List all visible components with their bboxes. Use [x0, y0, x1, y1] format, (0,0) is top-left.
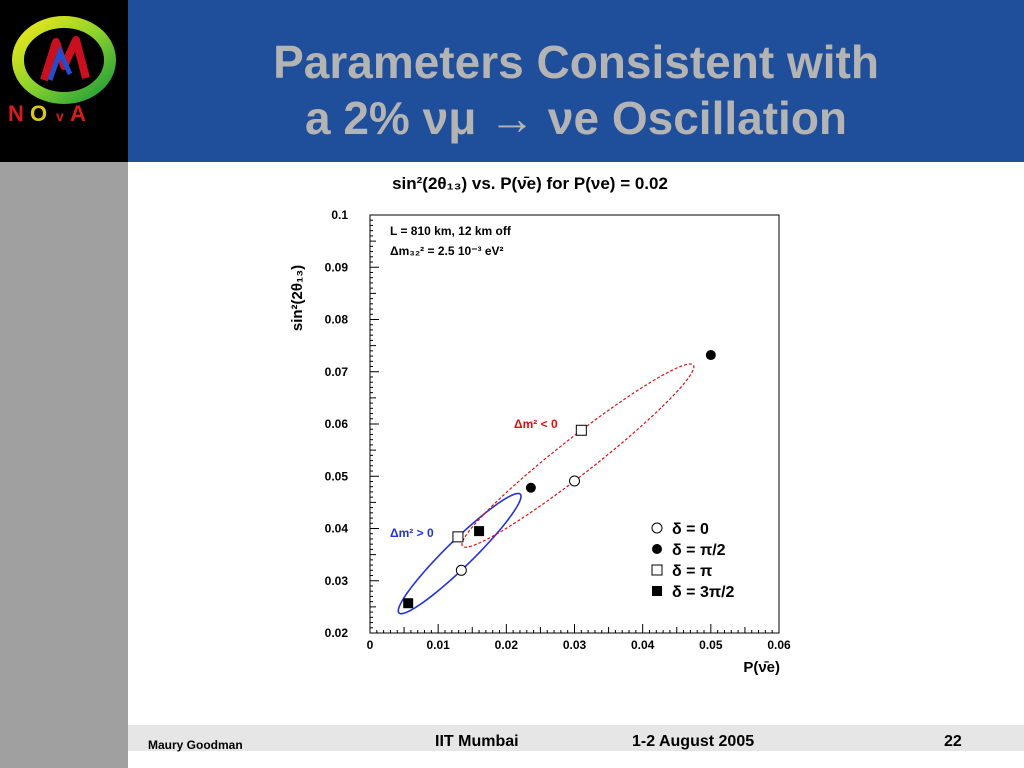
y-axis-label: sin²(2θ₁₃)	[289, 265, 306, 331]
data-point-open-circle	[569, 475, 580, 487]
nova-logo: N O v A	[0, 0, 128, 162]
y-tick-label: 0.1	[331, 208, 348, 222]
y-tick-label: 0.06	[325, 417, 349, 431]
title-line-2: a 2% νμ → νe Oscillation	[304, 92, 848, 144]
data-markers	[403, 350, 716, 609]
x-axis-label: P(ν̄e)	[743, 659, 780, 676]
svg-text:v: v	[56, 108, 64, 124]
footer-page-number: 22	[944, 733, 962, 750]
y-tick-label: 0.09	[325, 260, 349, 274]
footer-author: Maury Goodman	[148, 738, 243, 752]
x-tick-label: 0	[367, 638, 374, 652]
data-point-filled-circle	[525, 482, 536, 493]
legend-label: δ = 0	[672, 521, 709, 538]
x-tick-label: 0.06	[767, 638, 791, 652]
y-tick-label: 0.07	[325, 365, 349, 379]
data-point-filled-square	[474, 526, 485, 537]
series-curve	[461, 363, 695, 548]
legend-label: δ = π/2	[672, 542, 726, 559]
legend-marker-open-square	[651, 564, 663, 576]
data-point-open-square	[452, 531, 464, 543]
legend-marker-open-circle	[651, 522, 663, 534]
legend: δ = 0 δ = π/2 δ = π δ = 3π/2	[651, 521, 735, 601]
dm32-annotation: Δm₃₂² = 2.5 10⁻³ eV²	[390, 244, 504, 258]
y-axis: 0.02 0.03 0.04 0.05 0.06 0.07 0.08 0.09 0.1	[325, 208, 379, 640]
y-tick-label: 0.04	[325, 522, 349, 536]
negative-hierarchy-label: Δm² < 0	[514, 417, 558, 431]
slide-title: Parameters Consistent with a 2% νμ → νe …	[128, 34, 1024, 146]
legend-marker-filled-square	[652, 586, 662, 596]
y-tick-label: 0.08	[325, 313, 349, 327]
legend-marker-filled-circle	[652, 544, 662, 554]
x-tick-label: 0.05	[699, 638, 723, 652]
plot-canvas: sin²(2θ₁₃) vs. P(ν̄e) for P(νe) = 0.02 0…	[272, 162, 804, 694]
data-point-filled-square	[403, 598, 414, 609]
data-point-open-square	[575, 424, 587, 436]
left-sidebar-bar	[0, 162, 128, 768]
legend-label: δ = π	[672, 563, 712, 580]
footer-venue: IIT Mumbai	[435, 733, 519, 750]
svg-text:A: A	[70, 101, 86, 126]
y-tick-label: 0.03	[325, 574, 349, 588]
positive-hierarchy-label: Δm² > 0	[390, 526, 434, 540]
legend-label: δ = 3π/2	[672, 584, 735, 601]
y-tick-label: 0.02	[325, 626, 349, 640]
title-banner	[128, 0, 1024, 162]
chart-title: sin²(2θ₁₃) vs. P(ν̄e) for P(νe) = 0.02	[392, 174, 668, 193]
svg-text:O: O	[30, 101, 47, 126]
x-tick-label: 0.01	[426, 638, 450, 652]
footer-date: 1-2 August 2005	[632, 733, 755, 750]
footer-bar	[128, 725, 1024, 751]
chart-svg: sin²(2θ₁₃) vs. P(ν̄e) for P(νe) = 0.02 0…	[289, 174, 791, 676]
svg-text:N: N	[8, 101, 24, 126]
x-axis: 0 0.01 0.02 0.03 0.04 0.05 0.06	[367, 624, 791, 652]
title-line-1: Parameters Consistent with	[273, 36, 879, 88]
logo-wordmark: N O v A	[8, 101, 86, 126]
x-tick-label: 0.04	[631, 638, 655, 652]
plot-frame	[369, 214, 780, 634]
x-tick-label: 0.02	[495, 638, 519, 652]
y-tick-label: 0.05	[325, 469, 349, 483]
data-point-filled-circle	[705, 350, 716, 361]
data-point-open-circle	[455, 564, 467, 576]
baseline-annotation: L = 810 km, 12 km off	[390, 224, 512, 238]
x-tick-label: 0.03	[563, 638, 587, 652]
